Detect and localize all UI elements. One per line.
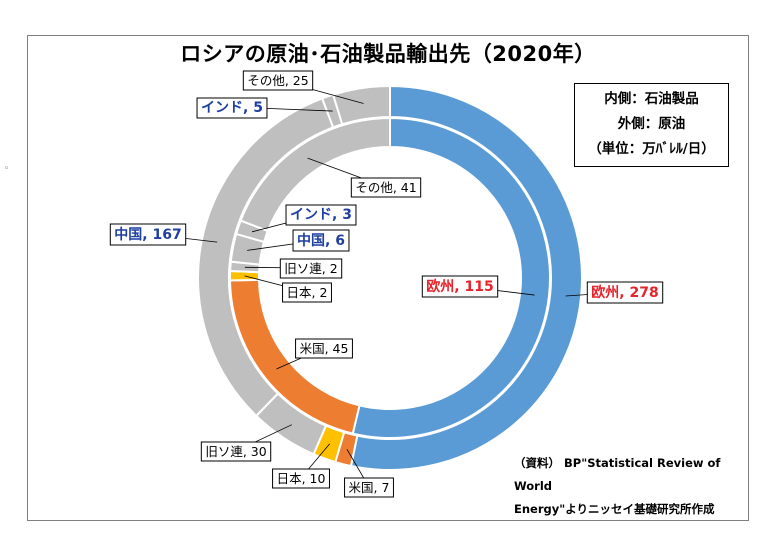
inner-label-1: 米国, 45 [300, 341, 349, 356]
outer-label-box-4 [109, 223, 187, 246]
inner-label-0: 欧州, 115 [426, 278, 493, 295]
inner-slice-6 [239, 116, 391, 233]
slice-labels: 欧州, 278 米国, 7 日本, 10 旧ソ連, 30 中国, 167 インド, 5 その… [109, 70, 664, 498]
inner-label-3: 旧ソ連, 2 [284, 261, 337, 276]
inner-label-box-0 [421, 275, 499, 298]
inner-slice-0 [351, 116, 551, 439]
inner-label-box-6 [350, 177, 422, 198]
legend-box: 内側：石油製品 外側：原油 （単位：万ﾊﾞﾚﾙ/日） [574, 83, 729, 167]
side-mark: ◦ [4, 164, 10, 174]
inner-label-box-3 [279, 258, 343, 279]
outer-label-1: 米国, 7 [349, 480, 390, 495]
outer-label-5: インド, 5 [201, 100, 263, 116]
outer-label-2: 日本, 10 [277, 471, 326, 486]
outer-label-box-6 [242, 70, 314, 91]
inner-label-box-5 [285, 204, 357, 226]
inner-label-4: 中国, 6 [297, 232, 345, 249]
source-line-2: Energy"よりニッセイ基礎研究所作成 [514, 502, 715, 516]
inner-label-box-1 [295, 338, 353, 359]
outer-label-box-5 [196, 97, 268, 119]
outer-label-6: その他, 25 [247, 73, 308, 88]
outer-label-box-2 [272, 468, 330, 489]
chart-title: ロシアの原油･石油製品輸出先（2020年） [180, 42, 596, 66]
inner-label-box-2 [282, 282, 332, 303]
outer-label-box-3 [200, 441, 272, 462]
source-line-1: （資料） BP"Statistical Review of World [514, 456, 721, 493]
outer-label-3: 旧ソ連, 30 [205, 444, 266, 459]
legend-unit-line: （単位：万ﾊﾞﾚﾙ/日） [588, 141, 715, 157]
inner-label-2: 日本, 2 [287, 285, 328, 300]
legend-outer-line: 外側：原油 [617, 116, 686, 132]
inner-label-6: その他, 41 [355, 180, 416, 195]
outer-label-0: 欧州, 278 [591, 284, 658, 301]
inner-label-5: インド, 3 [290, 207, 352, 223]
outer-label-4: 中国, 167 [114, 226, 181, 243]
inner-label-box-4 [292, 229, 350, 252]
source-note: （資料） BP"Statistical Review of World Ener… [514, 452, 744, 521]
legend-inner-line: 内側：石油製品 [604, 91, 699, 107]
inner-ring-products [228, 116, 551, 439]
outer-label-box-0 [586, 281, 664, 304]
outer-label-box-1 [344, 477, 394, 498]
